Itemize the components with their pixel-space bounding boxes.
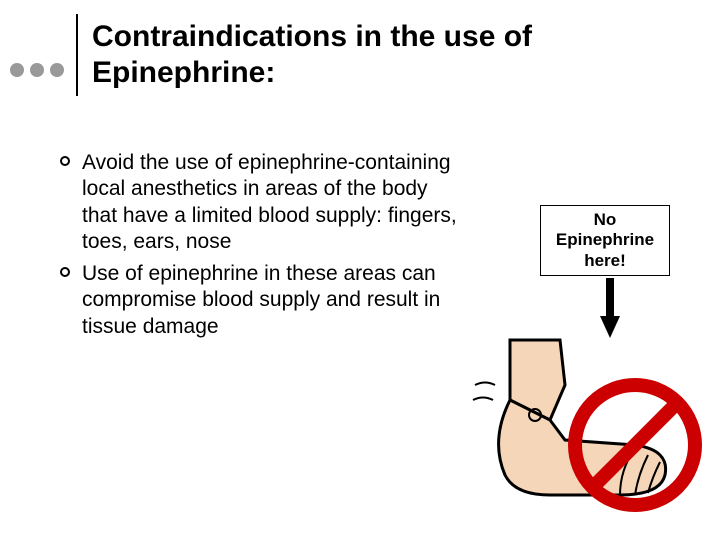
callout-line: Epinephrine: [547, 230, 663, 250]
list-item: Use of epinephrine in these areas can co…: [60, 261, 460, 340]
callout-line: here!: [547, 251, 663, 271]
dot-icon: [10, 63, 24, 77]
decorative-dots: [10, 63, 64, 77]
slide: Contraindications in the use of Epinephr…: [0, 0, 720, 540]
bullet-text: Use of epinephrine in these areas can co…: [82, 261, 460, 340]
bullet-list: Avoid the use of epinephrine-containing …: [60, 150, 460, 346]
header: Contraindications in the use of Epinephr…: [10, 14, 652, 96]
vertical-rule: [76, 14, 78, 96]
bullet-icon: [60, 267, 70, 277]
list-item: Avoid the use of epinephrine-containing …: [60, 150, 460, 255]
slide-title: Contraindications in the use of Epinephr…: [92, 19, 652, 91]
prohibition-sign-icon: [565, 375, 705, 515]
bullet-icon: [60, 156, 70, 166]
dot-icon: [50, 63, 64, 77]
dot-icon: [30, 63, 44, 77]
bullet-text: Avoid the use of epinephrine-containing …: [82, 150, 460, 255]
callout-label: No Epinephrine here!: [540, 205, 670, 276]
foot-illustration: [470, 330, 710, 520]
callout-line: No: [547, 210, 663, 230]
